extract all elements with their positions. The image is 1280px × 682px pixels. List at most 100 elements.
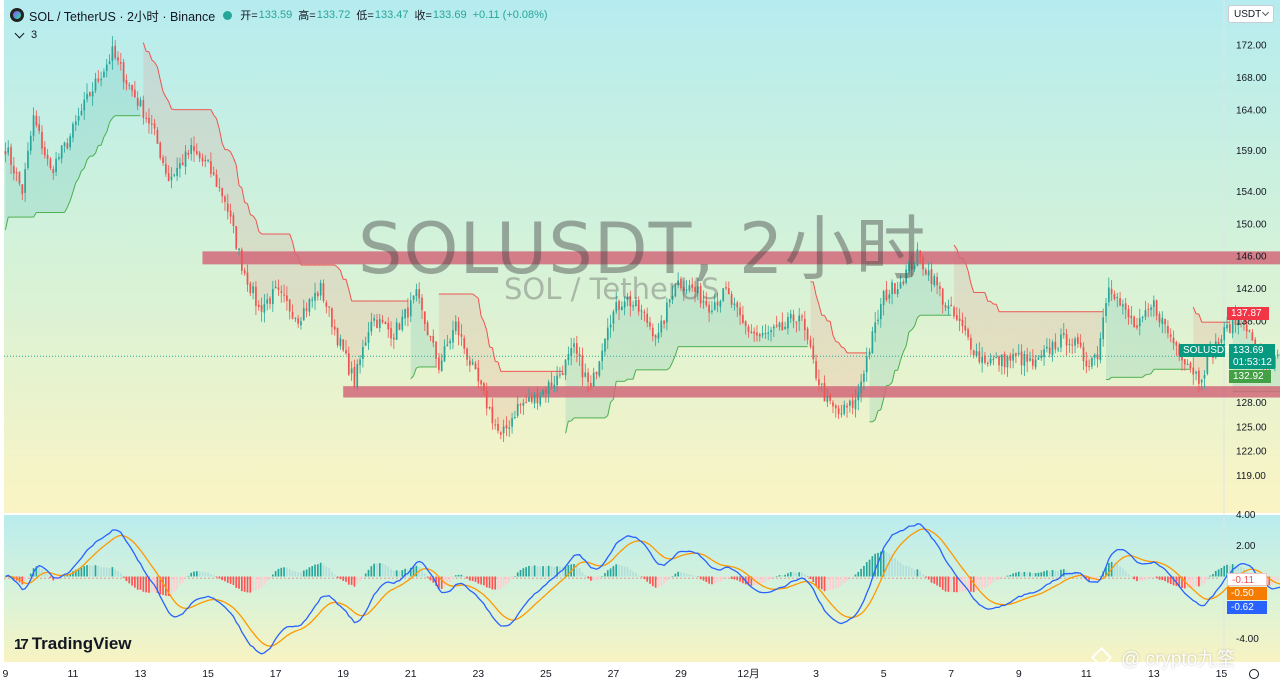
candle-body [905, 269, 907, 283]
candle-body [927, 270, 930, 276]
supertrend-fill [16, 172, 20, 218]
candle-body [398, 323, 401, 330]
macd-histogram-bar [190, 572, 193, 577]
indicator-toggle[interactable]: 3 [14, 28, 37, 41]
candle-body [266, 299, 269, 304]
macd-signal-line [5, 528, 1280, 647]
candle-body [488, 406, 491, 409]
macd-histogram-bar [224, 576, 226, 582]
supertrend-fill [467, 293, 470, 363]
supertrend-line [334, 264, 338, 268]
macd-histogram-bar [654, 576, 657, 588]
supertrend-fill [810, 281, 814, 353]
supertrend-fill [42, 140, 45, 213]
candle-body [787, 316, 789, 329]
candle-body [255, 286, 257, 306]
macd-histogram-bar [747, 576, 750, 586]
macd-histogram-bar [319, 562, 322, 577]
candle-body [350, 368, 353, 374]
supertrend-line [255, 219, 260, 232]
candle-body [356, 364, 359, 388]
macd-histogram-bar [545, 566, 547, 577]
supertrend-fill [790, 316, 794, 347]
supertrend-fill [661, 322, 665, 370]
candle-body [803, 318, 806, 331]
candle-body [1181, 354, 1183, 361]
diamond-icon [1090, 646, 1113, 669]
candle-body [896, 288, 899, 295]
supertrend-line [984, 292, 989, 302]
macd-histogram-bar [1107, 563, 1110, 577]
macd-histogram-bar [649, 576, 651, 584]
macd-histogram-bar [1150, 576, 1152, 579]
macd-histogram-bar [314, 564, 316, 577]
candle-body [378, 319, 381, 329]
supertrend-line [221, 143, 226, 150]
supertrend-fill [78, 112, 82, 179]
tradingview-logo[interactable]: 17 TradingView [14, 634, 132, 654]
macd-histogram-bar [556, 566, 558, 577]
candle-body [834, 405, 837, 409]
macd-histogram-bar [35, 566, 38, 577]
candle-body [333, 326, 336, 330]
symbol-title[interactable]: SOL / TetherUS · 2小时 · Binance [29, 9, 216, 24]
macd-histogram-bar [1029, 572, 1031, 577]
time-tick-label: 9 [1016, 668, 1022, 680]
supertrend-fill [1142, 313, 1146, 378]
candle-body [578, 354, 581, 357]
candle-body [1105, 303, 1107, 317]
macd-histogram-bar [691, 574, 694, 577]
candle-body [179, 163, 181, 169]
supertrend-fill [334, 265, 338, 337]
candle-body [46, 155, 49, 159]
currency-select[interactable]: USDT [1228, 5, 1274, 23]
macd-histogram-bar [955, 576, 958, 593]
supertrend-fill [635, 303, 639, 370]
candle-body [294, 317, 297, 319]
candle-body [975, 351, 978, 357]
symbol-header[interactable]: SOL / TetherUS · 2小时 · Binance 开= 133.59… [10, 6, 554, 24]
candle-body [80, 110, 83, 115]
candle-body [550, 382, 553, 387]
macd-histogram-bar [1195, 576, 1197, 587]
supertrend-fill [500, 371, 504, 434]
macd-histogram-bar [74, 569, 77, 577]
macd-histogram-bar [809, 576, 812, 580]
supertrend-fill [455, 293, 459, 329]
supertrend-fill [610, 317, 614, 403]
supertrend-fill [1117, 297, 1121, 378]
macd-histogram-bar [682, 573, 685, 577]
macd-histogram-bar [615, 564, 618, 577]
macd-histogram-bar [629, 569, 632, 577]
macd-histogram-bar [103, 567, 105, 577]
supertrend-fill [816, 295, 819, 383]
macd-histogram-bar [958, 576, 961, 592]
candle-body [916, 249, 919, 266]
supertrend-fill [165, 96, 169, 178]
macd-histogram-bar [187, 575, 190, 577]
candle-body [94, 78, 97, 91]
candle-body [854, 399, 857, 410]
supertrend-fill [326, 265, 330, 307]
supertrend-line [832, 335, 837, 342]
candle-body [165, 164, 167, 174]
supertrend-fill [908, 266, 912, 332]
supertrend-fill [911, 266, 915, 330]
candle-body [271, 288, 274, 304]
supertrend-fill [81, 105, 85, 171]
macd-histogram-bar [1214, 570, 1217, 577]
macd-histogram-bar [1124, 571, 1127, 577]
macd-histogram-bar [1158, 576, 1161, 580]
price-tick-label: 128.00 [1236, 398, 1267, 409]
macd-histogram-bar [879, 551, 882, 577]
supertrend-line [489, 346, 493, 349]
macd-histogram-bar [111, 567, 114, 577]
last-price-tag: 133.69 [1229, 344, 1275, 357]
supertrend-fill [1035, 311, 1039, 364]
supertrend-fill [154, 62, 158, 137]
candle-body [1237, 316, 1240, 325]
macd-histogram-bar [1127, 574, 1130, 577]
candle-body [1220, 338, 1223, 343]
supertrend-fill [965, 262, 969, 334]
